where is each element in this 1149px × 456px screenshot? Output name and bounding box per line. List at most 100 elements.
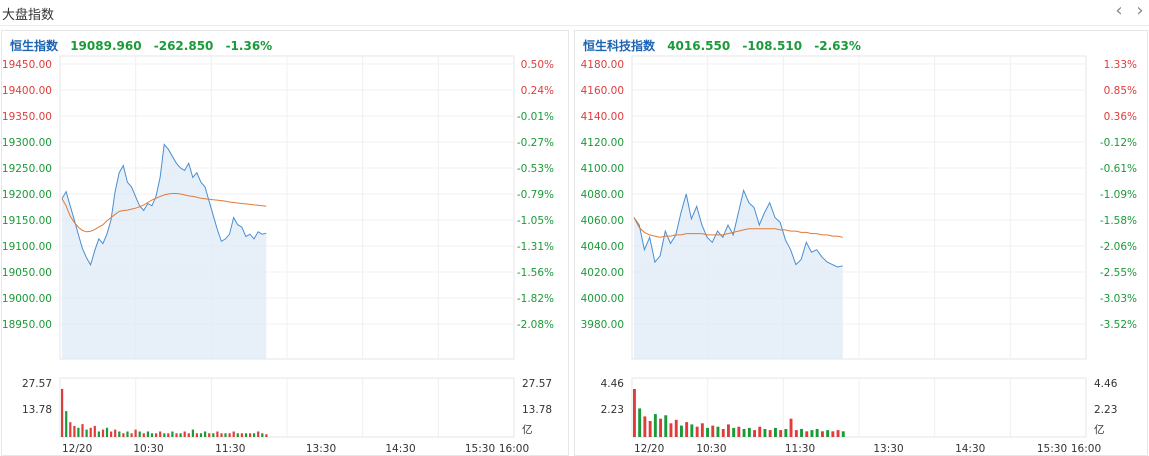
y-tick-label: 19450.00 bbox=[2, 59, 52, 71]
chevron-left-icon[interactable]: ‹ bbox=[1115, 0, 1123, 21]
volume-bar bbox=[191, 429, 194, 437]
volume-bar bbox=[747, 427, 751, 437]
y-tick-label: 19300.00 bbox=[2, 137, 52, 149]
y-tick-label: 4120.00 bbox=[581, 137, 624, 149]
volume-bar bbox=[138, 431, 141, 437]
volume-bar bbox=[800, 429, 803, 437]
volume-bar bbox=[85, 429, 88, 437]
volume-bar bbox=[224, 433, 227, 437]
volume-bar bbox=[768, 430, 772, 437]
volume-bar bbox=[742, 429, 746, 437]
volume-bar bbox=[669, 423, 673, 437]
x-tick-label: 16:00 bbox=[499, 443, 529, 455]
pct-tick-label: -0.12% bbox=[1100, 137, 1137, 149]
y-tick-label: 4160.00 bbox=[581, 85, 624, 97]
hsi-chart-panel[interactable]: 恒生指数 19089.960 -262.850 -1.36% 19450.00 1… bbox=[1, 30, 569, 456]
pct-tick-label: -1.09% bbox=[1100, 189, 1137, 201]
volume-bar bbox=[633, 389, 636, 437]
volume-bar bbox=[146, 431, 149, 437]
chevron-right-icon[interactable]: › bbox=[1136, 0, 1144, 21]
volume-bar bbox=[89, 427, 92, 437]
y-tick-label: 4140.00 bbox=[581, 111, 624, 123]
volume-bar bbox=[648, 421, 652, 437]
volume-bar bbox=[183, 431, 186, 437]
y-tick-label: 19400.00 bbox=[2, 85, 52, 97]
volume-bar bbox=[779, 430, 783, 437]
volume-bar bbox=[821, 431, 824, 437]
volume-bar bbox=[643, 416, 647, 437]
volume-tick-label: 2.23 bbox=[601, 404, 624, 416]
volume-bar bbox=[105, 427, 109, 437]
volume-tick-label: 27.57 bbox=[22, 378, 52, 390]
volume-bar bbox=[228, 433, 231, 437]
pct-tick-label: 0.85% bbox=[1104, 85, 1137, 97]
volume-bar bbox=[249, 433, 252, 437]
volume-bar bbox=[195, 433, 198, 437]
pct-tick-label: -1.05% bbox=[517, 215, 554, 227]
y-tick-label: 4020.00 bbox=[581, 267, 624, 279]
pct-tick-label: -1.82% bbox=[517, 293, 554, 305]
volume-bar bbox=[789, 418, 793, 437]
x-tick-label: 11:30 bbox=[215, 443, 245, 455]
volume-bar bbox=[244, 433, 248, 437]
volume-frame bbox=[59, 377, 515, 438]
volume-bar bbox=[784, 429, 788, 437]
volume-tick-label: 4.46 bbox=[601, 378, 625, 390]
volume-tick-label-right: 亿 bbox=[1094, 423, 1105, 436]
hstech-intraday-chart: 4180.00 4160.00 4140.00 4120.00 4100.00 4080.… bbox=[581, 55, 1137, 455]
volume-bar bbox=[680, 425, 683, 437]
pct-tick-label: -1.58% bbox=[1100, 215, 1137, 227]
x-tick-label: 10:30 bbox=[696, 443, 726, 455]
hstech-chart-panel[interactable]: 恒生科技指数 4016.550 -108.510 -2.63% 4180.00 4… bbox=[574, 30, 1148, 456]
volume-bar bbox=[81, 424, 84, 437]
pct-tick-label: -0.27% bbox=[517, 137, 554, 149]
volume-bar bbox=[175, 433, 178, 437]
index-name: 恒生科技指数 bbox=[583, 39, 656, 53]
volume-bar bbox=[711, 425, 715, 437]
y-tick-label: 19150.00 bbox=[2, 215, 52, 227]
price-area bbox=[634, 190, 843, 359]
volume-bar bbox=[93, 425, 96, 437]
volume-bar bbox=[163, 433, 166, 437]
volume-bar bbox=[690, 424, 694, 437]
index-change: -108.510 bbox=[742, 39, 803, 53]
volume-bar bbox=[653, 414, 657, 437]
volume-bar bbox=[716, 426, 720, 437]
volume-bar bbox=[199, 433, 203, 437]
x-tick-label: 14:30 bbox=[955, 443, 985, 455]
volume-bar bbox=[261, 433, 264, 437]
y-tick-label: 19100.00 bbox=[2, 241, 52, 253]
volume-bar bbox=[101, 429, 105, 437]
volume-bar bbox=[155, 433, 158, 437]
volume-bar bbox=[171, 431, 174, 437]
volume-bar bbox=[187, 433, 190, 437]
pct-tick-label: 0.36% bbox=[1104, 111, 1137, 123]
y-tick-label: 19200.00 bbox=[2, 189, 52, 201]
volume-bar bbox=[240, 433, 243, 437]
x-tick-label: 13:30 bbox=[873, 443, 903, 455]
pct-tick-label: -2.06% bbox=[1100, 241, 1137, 253]
pct-tick-label: -1.56% bbox=[517, 267, 554, 279]
volume-bar bbox=[727, 424, 730, 437]
volume-bar bbox=[700, 423, 704, 437]
pct-tick-label: -3.03% bbox=[1100, 293, 1137, 305]
y-tick-label: 4000.00 bbox=[581, 293, 624, 305]
volume-bar bbox=[695, 426, 699, 437]
hsi-intraday-chart: 19450.00 19400.00 19350.00 19300.00 19250.00… bbox=[2, 55, 554, 455]
y-tick-label: 4080.00 bbox=[581, 189, 624, 201]
volume-bar bbox=[134, 429, 137, 437]
x-tick-label: 11:30 bbox=[785, 443, 815, 455]
volume-bar bbox=[805, 431, 809, 437]
volume-bar bbox=[208, 433, 211, 437]
y-tick-label: 19250.00 bbox=[2, 163, 52, 175]
x-tick-label: 15:30 bbox=[1037, 443, 1067, 455]
x-tick-label: 12/20 bbox=[634, 443, 664, 455]
x-tick-label: 10:30 bbox=[133, 443, 163, 455]
volume-tick-label: 13.78 bbox=[22, 404, 52, 416]
volume-bar bbox=[685, 422, 689, 437]
price-line bbox=[61, 143, 267, 267]
volume-bar bbox=[706, 427, 709, 437]
header-bar: 大盘指数 ‹ › bbox=[0, 0, 1149, 26]
volume-bar bbox=[142, 433, 145, 437]
y-tick-label: 4060.00 bbox=[581, 215, 624, 227]
